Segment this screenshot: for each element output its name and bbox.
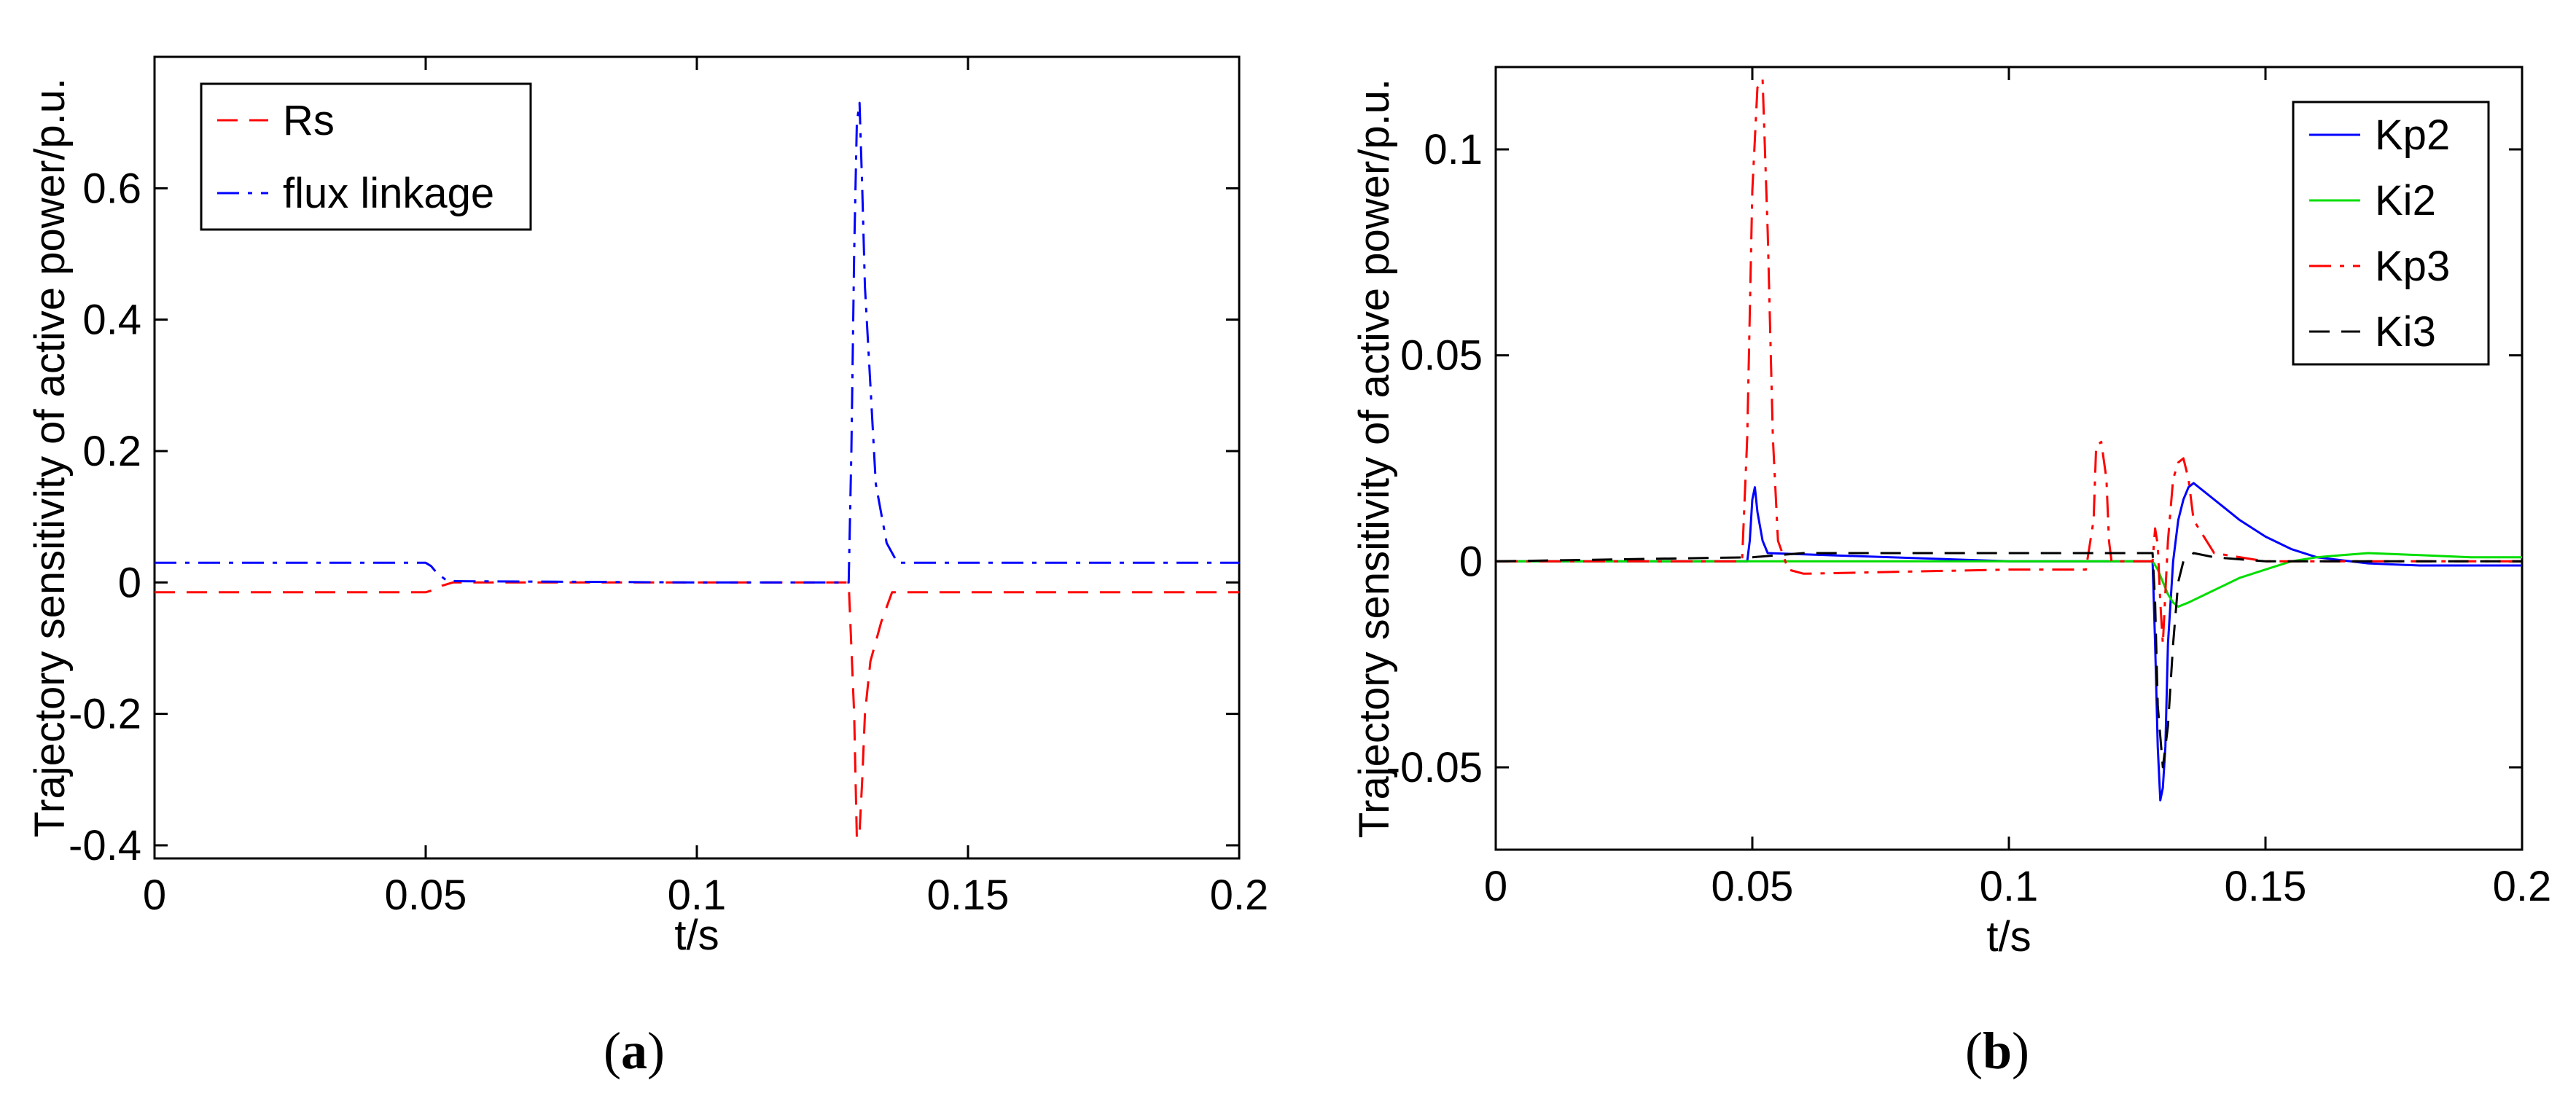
x-tick-label: 0.1: [1980, 863, 2039, 910]
panel-caption: (b): [1965, 1022, 2029, 1080]
x-tick-label: 0: [143, 872, 166, 919]
x-tick-label: 0.2: [2493, 863, 2552, 910]
y-tick-label: 0.6: [82, 165, 141, 212]
y-axis-label: Trajectory sensitivity of active power/p…: [1351, 79, 1398, 838]
x-tick-label: 0.15: [927, 872, 1010, 919]
x-tick-label: 0.05: [1712, 863, 1794, 910]
x-tick-label: 0: [1484, 863, 1507, 910]
y-tick-label: 0.2: [82, 428, 141, 475]
y-axis-label: Trajectory sensitivity of active power/p…: [26, 78, 74, 837]
y-tick-label: 0.05: [1400, 332, 1483, 380]
series-line-ki3: [1496, 552, 2522, 769]
legend-entry: flux linkage: [283, 170, 494, 217]
y-tick-label: -0.4: [69, 822, 141, 869]
y-tick-label: -0.05: [1386, 744, 1483, 791]
x-axis-label: t/s: [674, 912, 719, 959]
x-axis-label: t/s: [1986, 913, 2031, 960]
chart-panel-a: 0 0.05 0.1 0.15 0.2 -0.4 -0.2 0 0.2 0.4 0.6 t/s Traj…: [26, 55, 1269, 1080]
legend-entry: Rs: [283, 97, 335, 144]
series-line-flux-linkage: [155, 101, 1239, 584]
y-tick-label: -0.2: [69, 691, 141, 738]
legend-entry: Ki2: [2375, 177, 2436, 224]
series-line-kp2: [1496, 482, 2522, 802]
chart-panel-b: 0 0.05 0.1 0.15 0.2-0.0500.050.1t/sTrajector…: [1351, 66, 2552, 1080]
y-tick-label: 0.4: [82, 297, 141, 344]
y-tick-label: 0: [118, 559, 141, 606]
legend-entry: Kp2: [2375, 111, 2450, 159]
legend-entry: Kp3: [2375, 243, 2450, 290]
series-line-kp3: [1496, 78, 2522, 645]
x-tick-label: 0.1: [668, 872, 727, 919]
legend-box: [200, 82, 532, 231]
panel-caption: (a): [604, 1022, 665, 1080]
x-tick-label: 0.05: [385, 872, 467, 919]
x-tick-label: 0.2: [1210, 872, 1269, 919]
legend-entry: Ki3: [2375, 308, 2436, 356]
y-tick-label: 0.1: [1424, 126, 1483, 173]
y-tick-label: 0: [1459, 538, 1483, 585]
legend-box: [2292, 101, 2490, 366]
x-tick-label: 0.15: [2225, 863, 2307, 910]
